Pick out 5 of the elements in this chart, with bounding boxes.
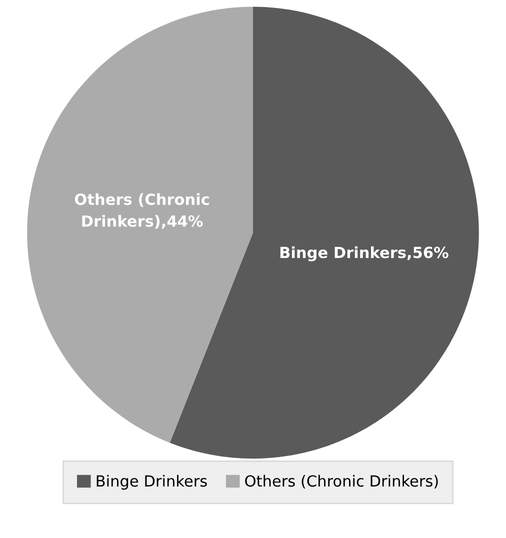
data-label: Others (Chronic Drinkers),44% xyxy=(74,193,209,229)
pie-slice xyxy=(27,6,253,443)
legend-label: Others (Chronic Drinkers) xyxy=(245,474,438,489)
data-label: Binge Drinkers,56% xyxy=(280,246,448,262)
legend-label: Binge Drinkers xyxy=(96,474,207,490)
